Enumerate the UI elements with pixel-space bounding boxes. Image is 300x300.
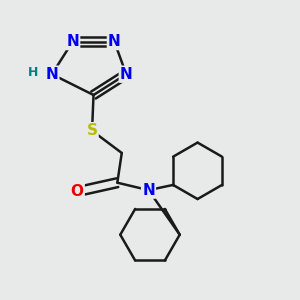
Text: N: N	[108, 34, 121, 49]
Text: O: O	[71, 184, 84, 199]
Text: N: N	[120, 67, 133, 82]
Text: H: H	[27, 66, 38, 79]
Text: S: S	[86, 123, 98, 138]
Text: N: N	[46, 67, 58, 82]
Text: N: N	[66, 34, 79, 49]
Text: N: N	[142, 183, 155, 198]
